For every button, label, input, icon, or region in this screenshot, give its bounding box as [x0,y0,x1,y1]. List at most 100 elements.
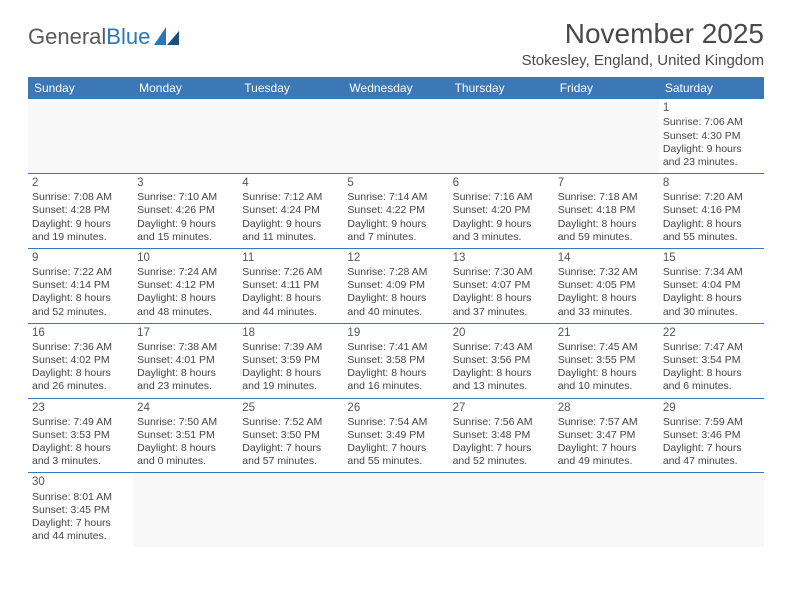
sunrise-text: Sunrise: 7:39 AM [242,341,339,354]
daylight-text: Daylight: 8 hours and 52 minutes. [32,292,129,318]
day-number: 1 [663,101,760,115]
daylight-text: Daylight: 7 hours and 57 minutes. [242,442,339,468]
sunset-text: Sunset: 3:51 PM [137,429,234,442]
daylight-text: Daylight: 8 hours and 59 minutes. [558,218,655,244]
day-number: 17 [137,326,234,340]
day-number: 25 [242,401,339,415]
day-number: 14 [558,251,655,265]
daylight-text: Daylight: 8 hours and 40 minutes. [347,292,444,318]
sail-icon [154,25,180,51]
day-cell: 19Sunrise: 7:41 AMSunset: 3:58 PMDayligh… [343,324,448,398]
day-cell: 9Sunrise: 7:22 AMSunset: 4:14 PMDaylight… [28,249,133,323]
sunset-text: Sunset: 4:07 PM [453,279,550,292]
sunrise-text: Sunrise: 7:24 AM [137,266,234,279]
daylight-text: Daylight: 8 hours and 23 minutes. [137,367,234,393]
sunset-text: Sunset: 3:53 PM [32,429,129,442]
sunrise-text: Sunrise: 7:38 AM [137,341,234,354]
day-number: 12 [347,251,444,265]
logo-text-general: General [28,24,106,50]
sunset-text: Sunset: 4:02 PM [32,354,129,367]
logo-text-blue: Blue [106,24,150,50]
day-number: 11 [242,251,339,265]
daylight-text: Daylight: 8 hours and 10 minutes. [558,367,655,393]
daylight-text: Daylight: 7 hours and 49 minutes. [558,442,655,468]
empty-cell [133,99,238,173]
sunrise-text: Sunrise: 7:45 AM [558,341,655,354]
daylight-text: Daylight: 7 hours and 52 minutes. [453,442,550,468]
sunset-text: Sunset: 3:54 PM [663,354,760,367]
location-subtitle: Stokesley, England, United Kingdom [522,52,764,69]
day-cell: 29Sunrise: 7:59 AMSunset: 3:46 PMDayligh… [659,399,764,473]
day-cell: 30Sunrise: 8:01 AMSunset: 3:45 PMDayligh… [28,473,133,547]
sunrise-text: Sunrise: 7:06 AM [663,116,760,129]
day-cell: 24Sunrise: 7:50 AMSunset: 3:51 PMDayligh… [133,399,238,473]
empty-cell [554,473,659,547]
sunset-text: Sunset: 4:04 PM [663,279,760,292]
daylight-text: Daylight: 7 hours and 44 minutes. [32,517,129,543]
sunrise-text: Sunrise: 7:49 AM [32,416,129,429]
sunrise-text: Sunrise: 7:16 AM [453,191,550,204]
daylight-text: Daylight: 8 hours and 16 minutes. [347,367,444,393]
sunrise-text: Sunrise: 7:08 AM [32,191,129,204]
header-row: GeneralBlue November 2025 Stokesley, Eng… [28,18,764,69]
daylight-text: Daylight: 9 hours and 3 minutes. [453,218,550,244]
sunrise-text: Sunrise: 7:20 AM [663,191,760,204]
daylight-text: Daylight: 8 hours and 26 minutes. [32,367,129,393]
daylight-text: Daylight: 8 hours and 13 minutes. [453,367,550,393]
day-header-row: SundayMondayTuesdayWednesdayThursdayFrid… [28,77,764,99]
sunset-text: Sunset: 4:05 PM [558,279,655,292]
day-number: 9 [32,251,129,265]
daylight-text: Daylight: 7 hours and 55 minutes. [347,442,444,468]
day-cell: 2Sunrise: 7:08 AMSunset: 4:28 PMDaylight… [28,174,133,248]
calendar-grid: SundayMondayTuesdayWednesdayThursdayFrid… [28,77,764,547]
daylight-text: Daylight: 9 hours and 11 minutes. [242,218,339,244]
sunset-text: Sunset: 4:30 PM [663,130,760,143]
empty-cell [449,99,554,173]
empty-cell [238,99,343,173]
sunset-text: Sunset: 4:28 PM [32,204,129,217]
day-cell: 1Sunrise: 7:06 AMSunset: 4:30 PMDaylight… [659,99,764,173]
day-number: 13 [453,251,550,265]
sunset-text: Sunset: 4:18 PM [558,204,655,217]
day-cell: 14Sunrise: 7:32 AMSunset: 4:05 PMDayligh… [554,249,659,323]
title-block: November 2025 Stokesley, England, United… [522,18,764,69]
sunrise-text: Sunrise: 7:57 AM [558,416,655,429]
day-cell: 23Sunrise: 7:49 AMSunset: 3:53 PMDayligh… [28,399,133,473]
sunset-text: Sunset: 3:58 PM [347,354,444,367]
day-cell: 10Sunrise: 7:24 AMSunset: 4:12 PMDayligh… [133,249,238,323]
day-cell: 11Sunrise: 7:26 AMSunset: 4:11 PMDayligh… [238,249,343,323]
day-number: 3 [137,176,234,190]
sunset-text: Sunset: 4:11 PM [242,279,339,292]
day-number: 29 [663,401,760,415]
sunrise-text: Sunrise: 7:12 AM [242,191,339,204]
sunset-text: Sunset: 3:59 PM [242,354,339,367]
day-cell: 3Sunrise: 7:10 AMSunset: 4:26 PMDaylight… [133,174,238,248]
weeks-container: 1Sunrise: 7:06 AMSunset: 4:30 PM Daylight… [28,99,764,547]
day-cell: 8Sunrise: 7:20 AMSunset: 4:16 PMDaylight… [659,174,764,248]
day-number: 21 [558,326,655,340]
sunset-text: Sunset: 4:20 PM [453,204,550,217]
sunrise-text: Sunrise: 7:14 AM [347,191,444,204]
day-cell: 18Sunrise: 7:39 AMSunset: 3:59 PMDayligh… [238,324,343,398]
day-number: 6 [453,176,550,190]
empty-cell [554,99,659,173]
daylight-text: Daylight: 8 hours and 44 minutes. [242,292,339,318]
sunset-text: Sunset: 3:48 PM [453,429,550,442]
day-cell: 12Sunrise: 7:28 AMSunset: 4:09 PMDayligh… [343,249,448,323]
week-row: 30Sunrise: 8:01 AMSunset: 3:45 PMDayligh… [28,473,764,547]
day-cell: 28Sunrise: 7:57 AMSunset: 3:47 PMDayligh… [554,399,659,473]
sunset-text: Sunset: 3:55 PM [558,354,655,367]
day-number: 2 [32,176,129,190]
day-number: 4 [242,176,339,190]
week-row: 16Sunrise: 7:36 AMSunset: 4:02 PMDayligh… [28,324,764,399]
sunrise-text: Sunrise: 8:01 AM [32,491,129,504]
sunrise-text: Sunrise: 7:54 AM [347,416,444,429]
sunrise-text: Sunrise: 7:52 AM [242,416,339,429]
sunset-text: Sunset: 4:26 PM [137,204,234,217]
sunrise-text: Sunrise: 7:28 AM [347,266,444,279]
sunset-text: Sunset: 3:50 PM [242,429,339,442]
sunrise-text: Sunrise: 7:34 AM [663,266,760,279]
day-number: 8 [663,176,760,190]
sunrise-text: Sunrise: 7:30 AM [453,266,550,279]
daylight-text: Daylight: 8 hours and 6 minutes. [663,367,760,393]
